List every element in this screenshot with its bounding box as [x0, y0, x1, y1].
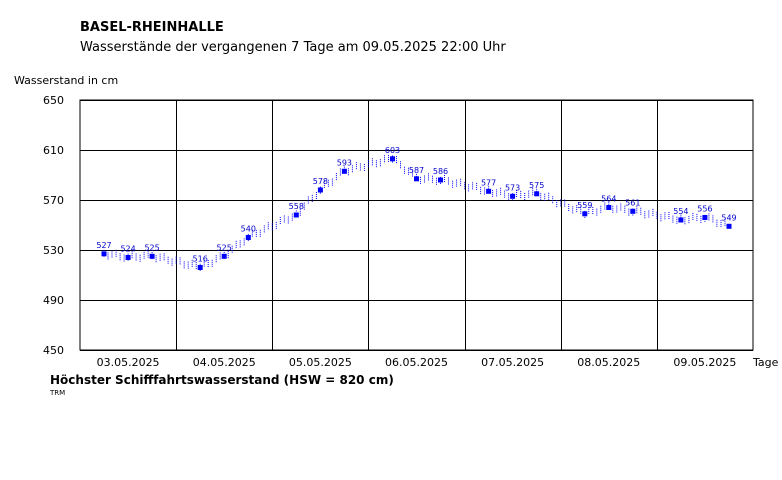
data-point — [245, 235, 251, 240]
data-point — [606, 205, 612, 210]
y-tick-label: 570 — [43, 194, 64, 207]
data-point — [317, 187, 323, 193]
data-label: 549 — [721, 213, 736, 222]
y-tick-label: 650 — [43, 94, 64, 107]
data-point — [438, 177, 443, 183]
data-point — [726, 223, 732, 229]
y-tick-label: 610 — [43, 144, 64, 157]
data-label: 593 — [337, 158, 352, 167]
data-label: 554 — [673, 207, 688, 216]
data-label: 578 — [313, 177, 328, 186]
data-label: 524 — [120, 245, 135, 254]
data-label: 559 — [577, 201, 592, 210]
data-point — [101, 251, 107, 257]
data-label: 525 — [144, 243, 159, 252]
x-tick-label: 03.05.2025 — [97, 356, 160, 369]
x-axis-label: Tage — [752, 356, 779, 369]
data-point — [510, 193, 516, 199]
x-tick-label: 07.05.2025 — [481, 356, 544, 369]
data-label: 577 — [481, 178, 496, 187]
data-label: 573 — [505, 183, 520, 192]
x-tick-label: 05.05.2025 — [289, 356, 352, 369]
data-point — [125, 255, 131, 260]
data-label: 527 — [96, 241, 111, 250]
plot-frame — [79, 99, 754, 351]
water-level-chart: 450 490 530 570 610 650 03.05.2025 04.05.2025 0… — [43, 94, 779, 369]
data-point — [630, 208, 636, 214]
data-point — [414, 176, 419, 182]
chart-subtitle: Wasserstände der vergangenen 7 Tage am 0… — [80, 40, 506, 55]
x-tick-label: 06.05.2025 — [385, 356, 448, 369]
data-label: 561 — [625, 198, 640, 207]
data-point — [390, 156, 395, 162]
y-tick-label: 450 — [43, 344, 64, 357]
data-point — [486, 188, 492, 194]
y-axis-label: Wasserstand in cm — [14, 74, 119, 87]
y-tick-label: 490 — [43, 294, 64, 307]
data-label: 564 — [601, 195, 616, 204]
data-label: 587 — [409, 166, 424, 175]
data-point — [149, 253, 155, 259]
data-label: 516 — [193, 255, 208, 264]
data-label: 556 — [697, 205, 712, 214]
data-label: 603 — [385, 146, 400, 155]
data-label: 558 — [289, 202, 304, 211]
data-point — [341, 168, 347, 174]
x-tick-label: 04.05.2025 — [193, 356, 256, 369]
data-point — [582, 211, 588, 217]
data-point — [293, 212, 299, 218]
data-point — [702, 215, 708, 220]
y-tick-label: 530 — [43, 244, 64, 257]
data-point — [534, 191, 540, 197]
source-note: TRM — [50, 389, 66, 397]
data-label: 575 — [529, 181, 544, 190]
data-point — [221, 253, 227, 259]
x-tick-label: 08.05.2025 — [577, 356, 640, 369]
data-point — [197, 265, 203, 270]
hsw-footnote: Höchster Schifffahrtswasserstand (HSW = … — [50, 373, 394, 387]
data-label: 540 — [241, 225, 256, 234]
data-point — [678, 217, 684, 223]
data-label: 586 — [433, 167, 448, 176]
data-label: 525 — [217, 243, 232, 252]
x-tick-label: 09.05.2025 — [673, 356, 736, 369]
chart-title: BASEL-RHEINHALLE — [80, 20, 224, 35]
